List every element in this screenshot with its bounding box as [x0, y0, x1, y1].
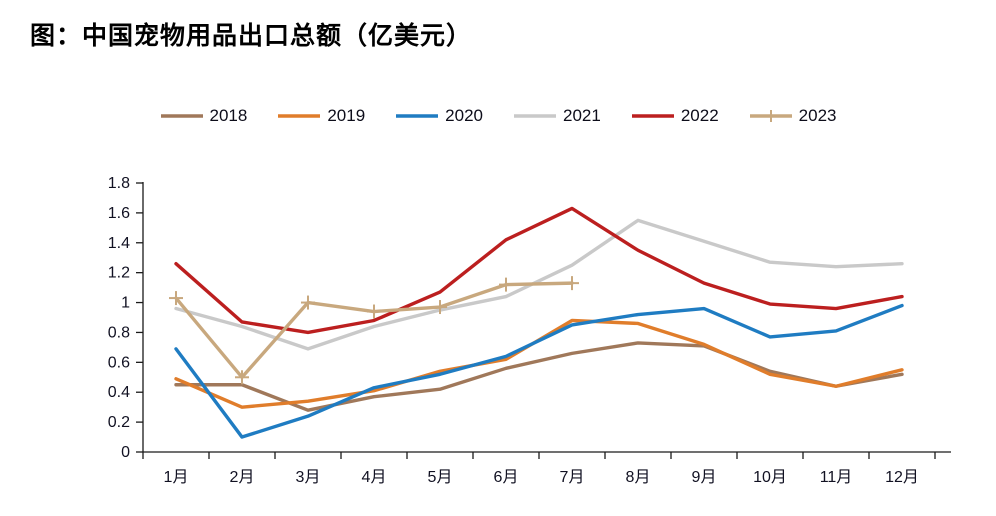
x-axis-label: 7月 [560, 469, 585, 486]
legend-label-2018: 2018 [209, 106, 248, 125]
legend-item-2019: 2019 [277, 106, 365, 126]
series-line-2018 [174, 341, 904, 412]
x-axis-label: 11月 [820, 469, 853, 486]
series-line-2020 [174, 303, 904, 439]
legend-item-2020: 2020 [395, 106, 483, 126]
x-axis-label: 3月 [296, 469, 321, 486]
x-axis-label: 12月 [885, 469, 919, 486]
legend-label-2023: 2023 [798, 106, 837, 125]
y-axis-label: 1.6 [108, 205, 130, 222]
legend-swatch-2022 [631, 114, 674, 118]
legend-item-2022: 2022 [631, 106, 719, 126]
series-line-2022 [174, 206, 904, 335]
x-axis-label: 5月 [428, 469, 453, 486]
y-axis-label: 1.8 [108, 175, 130, 192]
legend-swatch-2021 [514, 114, 556, 118]
y-axis-label: 1 [121, 295, 130, 312]
legend-item-2018: 2018 [160, 106, 248, 126]
y-axis-label: 1.2 [108, 265, 130, 282]
x-axis-label: 2月 [230, 469, 255, 486]
x-axis-label: 9月 [692, 469, 717, 486]
y-axis-label: 0.4 [108, 384, 130, 401]
y-axis-label: 0.2 [108, 414, 130, 431]
legend-swatch-2019 [278, 114, 321, 118]
x-axis-label: 10月 [753, 469, 787, 486]
legend-item-2023: 2023 [749, 106, 837, 126]
legend-swatch-2023 [749, 110, 792, 122]
legend-label-2019: 2019 [327, 106, 366, 125]
legend-label-2022: 2022 [680, 106, 719, 125]
series-line-2021 [174, 218, 904, 351]
x-axis-label: 6月 [494, 469, 519, 486]
y-axis-label: 0.6 [108, 354, 130, 371]
legend-label-2020: 2020 [445, 106, 483, 125]
legend-label-2021: 2021 [563, 106, 601, 125]
legend: 2018 2019 2020 2021 2022 2023 [0, 106, 996, 126]
y-axis-label: 0 [121, 444, 130, 461]
y-axis-label: 1.4 [108, 235, 130, 252]
series-line-2023 [174, 281, 574, 379]
x-axis-label: 4月 [362, 469, 387, 486]
chart-title: 图：中国宠物用品出口总额（亿美元） [30, 23, 473, 50]
x-axis-label: 8月 [626, 469, 651, 486]
legend-swatch-2018 [160, 114, 203, 118]
legend-swatch-2020 [396, 114, 439, 118]
x-axis-label: 1月 [164, 469, 189, 486]
legend-item-2021: 2021 [513, 106, 601, 126]
y-axis-label: 0.8 [108, 324, 130, 341]
